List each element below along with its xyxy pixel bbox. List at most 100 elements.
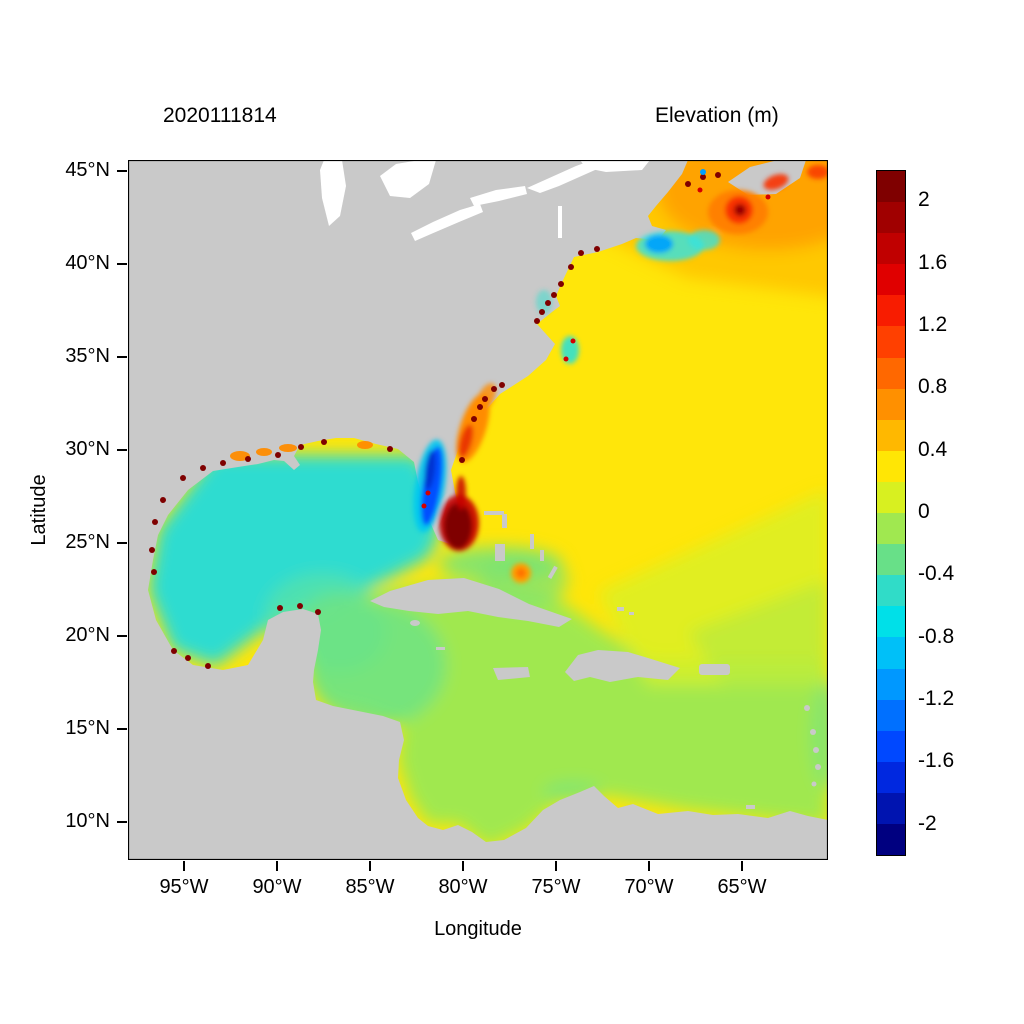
map-shape bbox=[594, 246, 600, 252]
nova-scotia-blue-speck bbox=[700, 169, 706, 175]
map-shape bbox=[275, 452, 281, 458]
colorbar-tick-label: -2 bbox=[918, 811, 937, 835]
y-tick-label: 10°N bbox=[65, 810, 110, 832]
map-shape bbox=[180, 475, 186, 481]
map-shape bbox=[545, 300, 551, 306]
colorbar-band bbox=[877, 544, 905, 576]
x-tick-label: 70°W bbox=[624, 876, 674, 898]
map-shape bbox=[200, 465, 206, 471]
hispaniola bbox=[565, 650, 680, 682]
map-shape bbox=[715, 172, 721, 178]
map-shape bbox=[734, 204, 746, 216]
map-shape bbox=[315, 609, 321, 615]
y-tick-mark bbox=[117, 821, 127, 823]
cuba bbox=[370, 578, 572, 627]
x-tick-mark bbox=[648, 861, 650, 871]
colorbar-band bbox=[877, 264, 905, 296]
map-shape bbox=[279, 444, 297, 452]
map-shape bbox=[765, 194, 771, 200]
plot-frame bbox=[128, 160, 828, 860]
colorbar-tick-label: -1.2 bbox=[918, 687, 955, 711]
coastal-highwater-specks bbox=[149, 169, 771, 669]
colorbar-band bbox=[877, 730, 905, 762]
map-shape bbox=[277, 605, 283, 611]
lake-champlain bbox=[558, 206, 562, 238]
colorbar-tick-label: -0.8 bbox=[918, 624, 955, 648]
north-america-landmass bbox=[128, 160, 828, 860]
map-shape bbox=[746, 805, 755, 809]
y-tick-mark bbox=[117, 170, 127, 172]
lesser-antilles bbox=[746, 705, 821, 809]
map-shape bbox=[298, 444, 304, 450]
colorbar-band bbox=[877, 699, 905, 731]
colorbar-tick-label: 0.4 bbox=[918, 437, 948, 461]
map-shape bbox=[424, 450, 436, 490]
colorbar-band bbox=[877, 419, 905, 451]
colorbar-band bbox=[877, 481, 905, 514]
x-tick-mark bbox=[369, 861, 371, 871]
map-shape bbox=[297, 603, 303, 609]
map-shape bbox=[220, 460, 226, 466]
y-tick-label: 15°N bbox=[65, 717, 110, 739]
lake-huron bbox=[380, 160, 436, 198]
map-shape bbox=[551, 292, 557, 298]
islands-group bbox=[370, 511, 821, 809]
colorbar-tick-label: -0.4 bbox=[918, 562, 955, 586]
map-shape bbox=[813, 747, 819, 753]
map-shape bbox=[152, 519, 158, 525]
map-shape bbox=[387, 446, 393, 452]
colorbar-band bbox=[877, 388, 905, 420]
map-shape bbox=[160, 497, 166, 503]
map-shape bbox=[570, 338, 576, 344]
map-shape bbox=[645, 235, 673, 253]
y-tick-mark bbox=[117, 635, 127, 637]
map-shape bbox=[558, 281, 564, 287]
map-shape bbox=[128, 160, 828, 860]
map-shape bbox=[811, 781, 817, 787]
se-corner-field bbox=[688, 580, 828, 690]
chesapeake-mouth bbox=[536, 290, 552, 314]
st-lawrence-river bbox=[527, 160, 604, 193]
y-tick-label: 20°N bbox=[65, 624, 110, 646]
map-shape bbox=[763, 174, 789, 190]
map-shape bbox=[230, 451, 250, 461]
colorbar-band bbox=[877, 606, 905, 638]
map-shape bbox=[421, 446, 443, 526]
colorbar-tick-label: -1.6 bbox=[918, 749, 955, 773]
map-shape bbox=[321, 439, 327, 445]
map-shape bbox=[425, 490, 431, 496]
run-timestamp: 2020111814 bbox=[163, 104, 277, 127]
map-shape bbox=[629, 612, 634, 615]
map-shape bbox=[482, 396, 488, 402]
map-shape bbox=[495, 544, 505, 561]
colorbar-band bbox=[877, 668, 905, 700]
map-shape bbox=[516, 568, 526, 578]
map-shape bbox=[444, 503, 472, 549]
colorbar-band bbox=[877, 357, 905, 389]
x-tick-label: 95°W bbox=[159, 876, 209, 898]
colorbar-tick-label: 0 bbox=[918, 500, 930, 523]
map-shape bbox=[804, 705, 810, 711]
x-tick-mark bbox=[462, 861, 464, 871]
y-tick-mark bbox=[117, 728, 127, 730]
map-shape bbox=[185, 655, 191, 661]
x-tick-mark bbox=[741, 861, 743, 871]
map-shape bbox=[697, 187, 703, 193]
map-shape bbox=[688, 230, 720, 250]
x-tick-mark bbox=[276, 861, 278, 871]
y-tick-mark bbox=[117, 263, 127, 265]
x-tick-label: 65°W bbox=[717, 876, 767, 898]
y-tick-mark bbox=[117, 542, 127, 544]
map-shape bbox=[700, 174, 706, 180]
colorbar-band bbox=[877, 450, 905, 482]
map-shape bbox=[357, 441, 373, 449]
map-shape bbox=[617, 607, 624, 611]
map-shape bbox=[458, 424, 474, 458]
map-shape bbox=[149, 547, 155, 553]
nova-scotia bbox=[728, 160, 806, 195]
map-shape bbox=[534, 318, 540, 324]
x-tick-label: 85°W bbox=[345, 876, 395, 898]
map-shape bbox=[151, 569, 157, 575]
map-shape bbox=[578, 250, 584, 256]
gulf-of-mexico-field bbox=[148, 455, 439, 666]
